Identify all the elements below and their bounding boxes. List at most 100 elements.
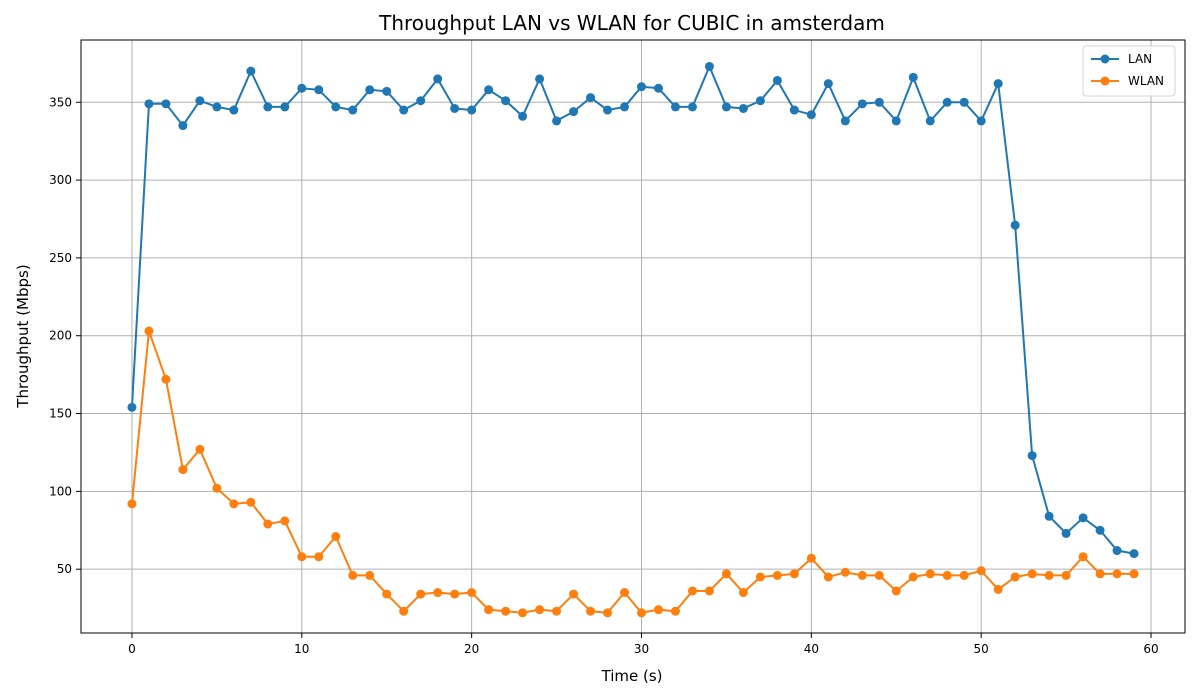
wlan-data-point xyxy=(603,608,613,618)
lan-data-point xyxy=(518,111,528,121)
x-tick-label: 40 xyxy=(804,642,819,656)
lan-data-point xyxy=(450,103,460,113)
lan-data-point xyxy=(687,102,697,112)
wlan-data-point xyxy=(246,497,256,507)
wlan-data-point xyxy=(331,532,341,542)
wlan-data-point xyxy=(840,567,850,577)
wlan-data-point xyxy=(535,605,545,615)
lan-data-point xyxy=(416,96,426,106)
lan-data-point xyxy=(229,105,239,115)
lan-data-point xyxy=(806,110,816,120)
lan-data-point xyxy=(433,74,443,84)
lan-data-point xyxy=(246,66,256,76)
wlan-data-point xyxy=(297,552,307,562)
wlan-data-point xyxy=(416,589,426,599)
wlan-data-point xyxy=(993,584,1003,594)
lan-data-point xyxy=(1078,513,1088,523)
ticks-layer: 0 10 20 30 40 50 60 50 100 150 200 250 300 350 xyxy=(49,95,1159,656)
wlan-data-point xyxy=(365,570,375,580)
wlan-data-point xyxy=(738,588,748,598)
y-tick-label: 250 xyxy=(49,251,72,265)
wlan-data-point xyxy=(467,588,477,598)
wlan-data-point xyxy=(908,572,918,582)
x-tick-label: 50 xyxy=(974,642,989,656)
wlan-data-point xyxy=(161,374,171,384)
lan-data-point xyxy=(721,102,731,112)
legend: LAN WLAN xyxy=(1082,45,1176,97)
lan-data-point xyxy=(586,93,596,103)
wlan-data-point xyxy=(1027,569,1037,579)
series-layer xyxy=(127,61,1139,618)
wlan-data-point xyxy=(229,499,239,509)
lan-data-point xyxy=(1010,220,1020,230)
wlan-data-point xyxy=(178,465,188,475)
y-tick-label: 200 xyxy=(49,329,72,343)
grid-layer xyxy=(81,40,1185,633)
wlan-data-point xyxy=(518,608,528,618)
x-tick-label: 30 xyxy=(634,642,649,656)
wlan-data-point xyxy=(942,570,952,580)
wlan-data-point xyxy=(484,605,494,615)
wlan-data-point xyxy=(399,606,409,616)
wlan-data-point xyxy=(280,516,290,526)
lan-data-point xyxy=(1027,451,1037,461)
legend-lan-label: LAN xyxy=(1128,52,1152,66)
y-tick-label: 150 xyxy=(49,407,72,421)
wlan-data-point xyxy=(501,606,511,616)
wlan-data-point xyxy=(127,499,137,509)
lan-data-point xyxy=(161,99,171,109)
wlan-data-point xyxy=(212,483,222,493)
lan-data-point xyxy=(297,83,307,93)
wlan-data-point xyxy=(195,444,205,454)
lan-data-point xyxy=(467,105,477,115)
lan-data-point xyxy=(670,102,680,112)
lan-data-point xyxy=(365,85,375,95)
wlan-data-point xyxy=(1044,570,1054,580)
wlan-data-point xyxy=(687,586,697,596)
wlan-data-point xyxy=(433,588,443,598)
x-tick-label: 0 xyxy=(128,642,136,656)
wlan-data-point xyxy=(263,519,273,529)
x-tick-label: 20 xyxy=(464,642,479,656)
x-axis-label: Time (s) xyxy=(601,667,663,685)
lan-data-point xyxy=(993,79,1003,89)
chart-title: Throughput LAN vs WLAN for CUBIC in amst… xyxy=(378,11,885,35)
wlan-data-point xyxy=(755,572,765,582)
x-tick-label: 10 xyxy=(294,642,309,656)
wlan-data-point xyxy=(721,569,731,579)
lan-data-point xyxy=(840,116,850,126)
wlan-data-point xyxy=(552,606,562,616)
wlan-data-point xyxy=(670,606,680,616)
wlan-data-point xyxy=(450,589,460,599)
lan-data-point xyxy=(280,102,290,112)
wlan-data-point xyxy=(569,589,579,599)
lan-data-point xyxy=(738,103,748,113)
lan-data-point xyxy=(535,74,545,84)
lan-data-point xyxy=(1112,546,1122,556)
lan-data-point xyxy=(399,105,409,115)
x-tick-label: 60 xyxy=(1143,642,1158,656)
wlan-data-point xyxy=(874,570,884,580)
lan-data-point xyxy=(891,116,901,126)
legend-wlan-marker xyxy=(1100,76,1110,86)
lan-data-point xyxy=(195,96,205,106)
lan-data-point xyxy=(1044,511,1054,521)
lan-data-point xyxy=(823,79,833,89)
lan-data-point xyxy=(1061,528,1071,538)
lan-data-point xyxy=(636,82,646,92)
wlan-data-point xyxy=(823,572,833,582)
lan-data-point xyxy=(212,102,222,112)
lan-data-point xyxy=(857,99,867,109)
wlan-data-point xyxy=(959,570,969,580)
wlan-data-point xyxy=(1061,570,1071,580)
wlan-data-point xyxy=(1078,552,1088,562)
y-tick-label: 50 xyxy=(57,562,72,576)
lan-data-point xyxy=(755,96,765,106)
wlan-data-point xyxy=(806,553,816,563)
lan-data-point xyxy=(127,402,137,412)
wlan-data-point xyxy=(314,552,324,562)
wlan-data-point xyxy=(1129,569,1139,579)
wlan-data-point xyxy=(653,605,663,615)
wlan-data-point xyxy=(857,570,867,580)
